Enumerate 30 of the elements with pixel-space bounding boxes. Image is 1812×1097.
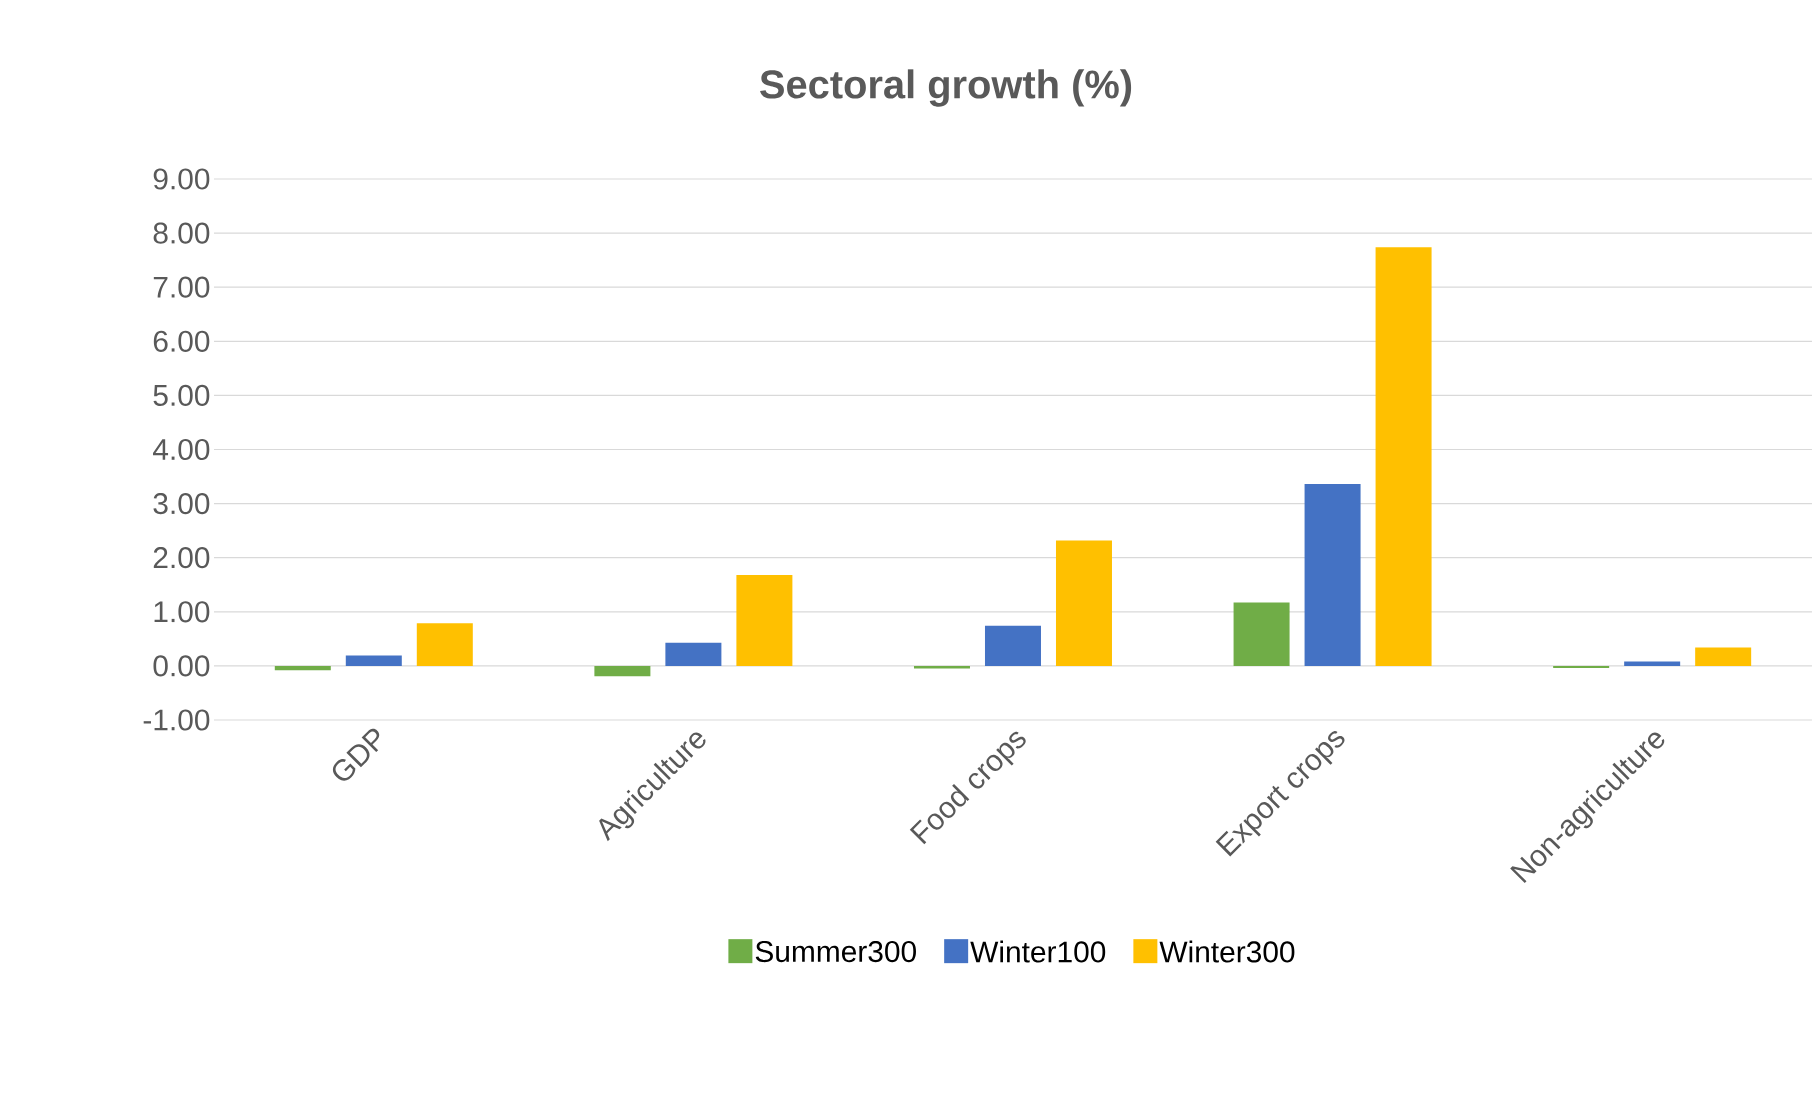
y-tick-label: 1.00 <box>154 601 210 623</box>
chart-title: Sectoral growth (%) <box>760 69 1132 107</box>
bar <box>1375 247 1432 666</box>
y-tick-label: 6.00 <box>153 330 210 352</box>
bar <box>665 642 722 666</box>
bar <box>984 625 1041 666</box>
legend-label: Winter100 <box>970 940 1106 963</box>
bar <box>736 575 793 666</box>
bar <box>416 623 473 666</box>
y-tick-label: 7.00 <box>153 276 210 298</box>
y-tick-label: 5.00 <box>153 384 210 406</box>
bar <box>1553 665 1610 669</box>
y-tick-label: -1.00 <box>143 709 210 731</box>
bar <box>274 665 331 671</box>
bar <box>1233 602 1290 666</box>
bar <box>1055 540 1112 666</box>
y-tick-label: 9.00 <box>153 168 210 190</box>
y-tick-label: 4.00 <box>153 438 210 461</box>
bar <box>345 655 402 666</box>
y-tick-label: 8.00 <box>153 222 210 244</box>
y-tick-label: 0.00 <box>153 655 210 677</box>
bar <box>913 665 970 669</box>
legend-label: Summer300 <box>755 940 916 963</box>
bar <box>1695 647 1752 666</box>
y-tick-label: 3.00 <box>153 493 210 515</box>
y-tick-label: 2.00 <box>153 547 210 569</box>
bar <box>594 665 651 677</box>
legend-label: Winter300 <box>1159 940 1295 963</box>
bar <box>1624 661 1681 666</box>
bar <box>1304 484 1361 666</box>
